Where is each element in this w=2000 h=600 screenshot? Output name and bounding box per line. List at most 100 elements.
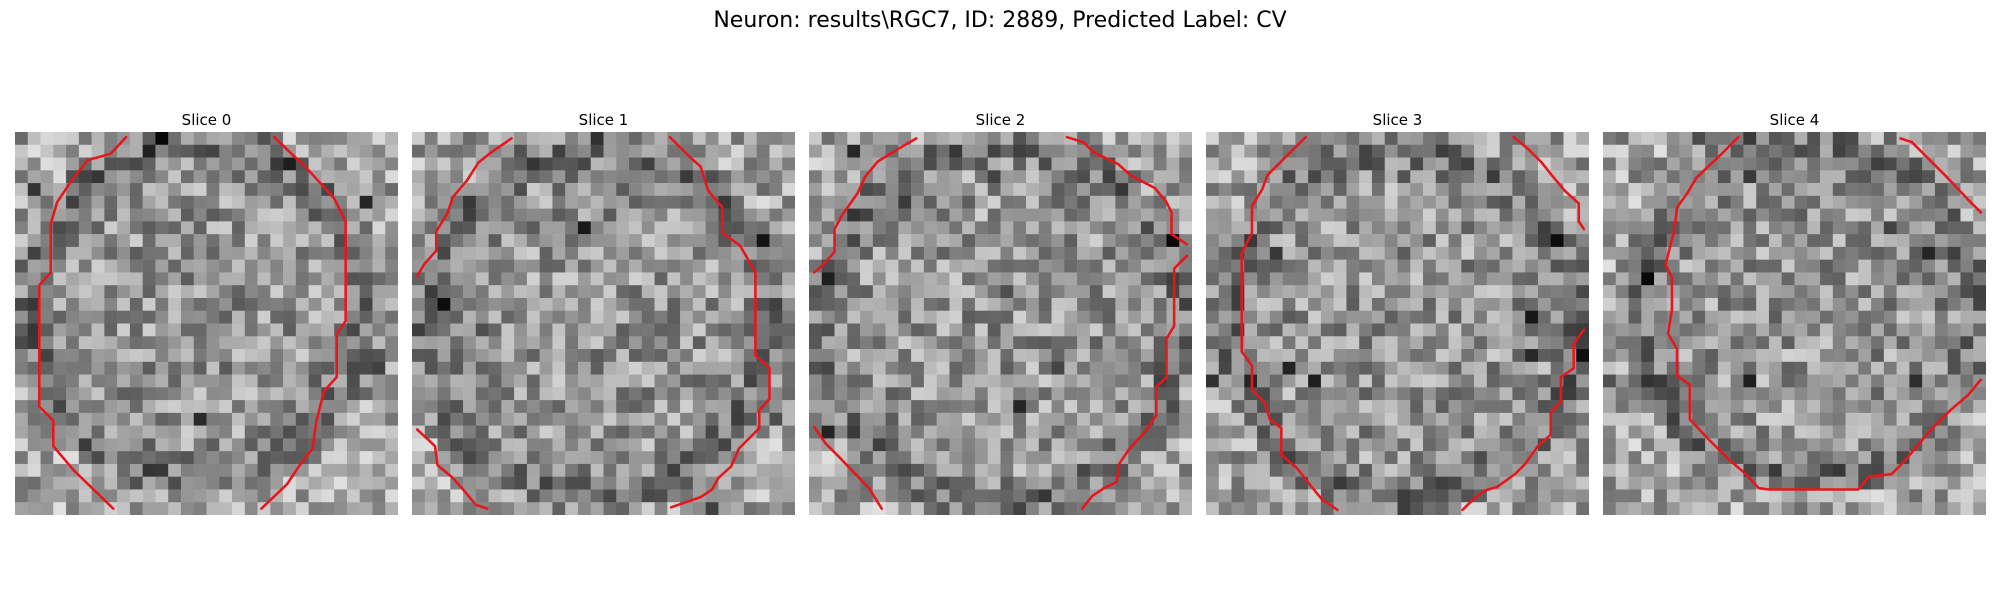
image-pixel — [731, 502, 745, 515]
image-pixel — [488, 246, 502, 260]
image-pixel — [539, 285, 553, 299]
image-pixel — [1461, 221, 1475, 235]
image-pixel — [1603, 387, 1617, 401]
image-pixel — [1333, 285, 1347, 299]
image-pixel — [1858, 285, 1872, 299]
image-pixel — [1320, 157, 1334, 171]
image-pixel — [1947, 221, 1961, 235]
image-pixel — [1883, 412, 1897, 426]
image-pixel — [1320, 374, 1334, 388]
image-pixel — [1013, 221, 1027, 235]
image-pixel — [1499, 451, 1513, 465]
image-pixel — [1730, 336, 1744, 350]
image-pixel — [1743, 195, 1757, 209]
image-pixel — [936, 234, 950, 248]
image-pixel — [718, 144, 732, 158]
image-pixel — [1153, 297, 1167, 311]
image-pixel — [590, 323, 604, 337]
image-pixel — [731, 272, 745, 286]
image-pixel — [244, 438, 258, 452]
image-pixel — [1140, 438, 1154, 452]
image-pixel — [1244, 438, 1258, 452]
image-pixel — [501, 451, 515, 465]
image-pixel — [731, 234, 745, 248]
image-pixel — [1679, 463, 1693, 477]
image-pixel — [1077, 489, 1091, 503]
image-pixel — [821, 285, 835, 299]
image-pixel — [769, 463, 783, 477]
image-pixel — [1679, 336, 1693, 350]
image-pixel — [1038, 259, 1052, 273]
image-pixel — [1525, 476, 1539, 490]
image-pixel — [692, 502, 706, 515]
image-pixel — [1781, 336, 1795, 350]
image-pixel — [1858, 157, 1872, 171]
image-pixel — [168, 361, 182, 375]
image-pixel — [1448, 374, 1462, 388]
image-pixel — [1705, 361, 1719, 375]
image-pixel — [295, 349, 309, 363]
image-pixel — [53, 323, 67, 337]
image-pixel — [104, 489, 118, 503]
image-pixel — [1499, 349, 1513, 363]
image-pixel — [1499, 259, 1513, 273]
image-pixel — [718, 323, 732, 337]
image-pixel — [1166, 246, 1180, 260]
image-pixel — [1282, 438, 1296, 452]
image-pixel — [206, 412, 220, 426]
image-pixel — [180, 183, 194, 197]
image-pixel — [577, 349, 591, 363]
image-pixel — [385, 463, 398, 477]
image-pixel — [346, 246, 360, 260]
image-pixel — [1089, 451, 1103, 465]
image-pixel — [962, 463, 976, 477]
image-pixel — [718, 297, 732, 311]
image-pixel — [1525, 412, 1539, 426]
image-pixel — [821, 297, 835, 311]
image-pixel — [168, 246, 182, 260]
image-pixel — [488, 476, 502, 490]
image-pixel — [244, 387, 258, 401]
image-pixel — [1295, 400, 1309, 414]
image-pixel — [654, 259, 668, 273]
image-pixel — [1692, 336, 1706, 350]
image-pixel — [117, 246, 131, 260]
image-pixel — [1320, 195, 1334, 209]
image-pixel — [117, 195, 131, 209]
image-pixel — [860, 451, 874, 465]
image-pixel — [1756, 195, 1770, 209]
image-pixel — [1858, 183, 1872, 197]
image-pixel — [488, 170, 502, 184]
image-pixel — [654, 361, 668, 375]
image-pixel — [1537, 170, 1551, 184]
image-pixel — [809, 387, 823, 401]
image-pixel — [1692, 489, 1706, 503]
image-pixel — [667, 323, 681, 337]
image-pixel — [488, 463, 502, 477]
image-pixel — [1140, 246, 1154, 260]
image-pixel — [1499, 221, 1513, 235]
image-pixel — [1051, 502, 1065, 515]
image-pixel — [1973, 297, 1986, 311]
image-pixel — [1269, 144, 1283, 158]
image-pixel — [1781, 425, 1795, 439]
image-pixel — [475, 336, 489, 350]
image-pixel — [898, 400, 912, 414]
image-pixel — [283, 489, 297, 503]
image-pixel — [616, 451, 630, 465]
image-pixel — [372, 259, 386, 273]
image-pixel — [1730, 374, 1744, 388]
image-pixel — [769, 221, 783, 235]
image-pixel — [91, 502, 105, 515]
image-pixel — [539, 489, 553, 503]
image-pixel — [1269, 132, 1283, 146]
image-pixel — [1333, 144, 1347, 158]
image-pixel — [539, 221, 553, 235]
image-pixel — [1282, 476, 1296, 490]
image-pixel — [898, 183, 912, 197]
image-pixel — [1679, 208, 1693, 222]
image-pixel — [603, 438, 617, 452]
image-pixel — [168, 297, 182, 311]
image-pixel — [232, 285, 246, 299]
image-pixel — [923, 349, 937, 363]
